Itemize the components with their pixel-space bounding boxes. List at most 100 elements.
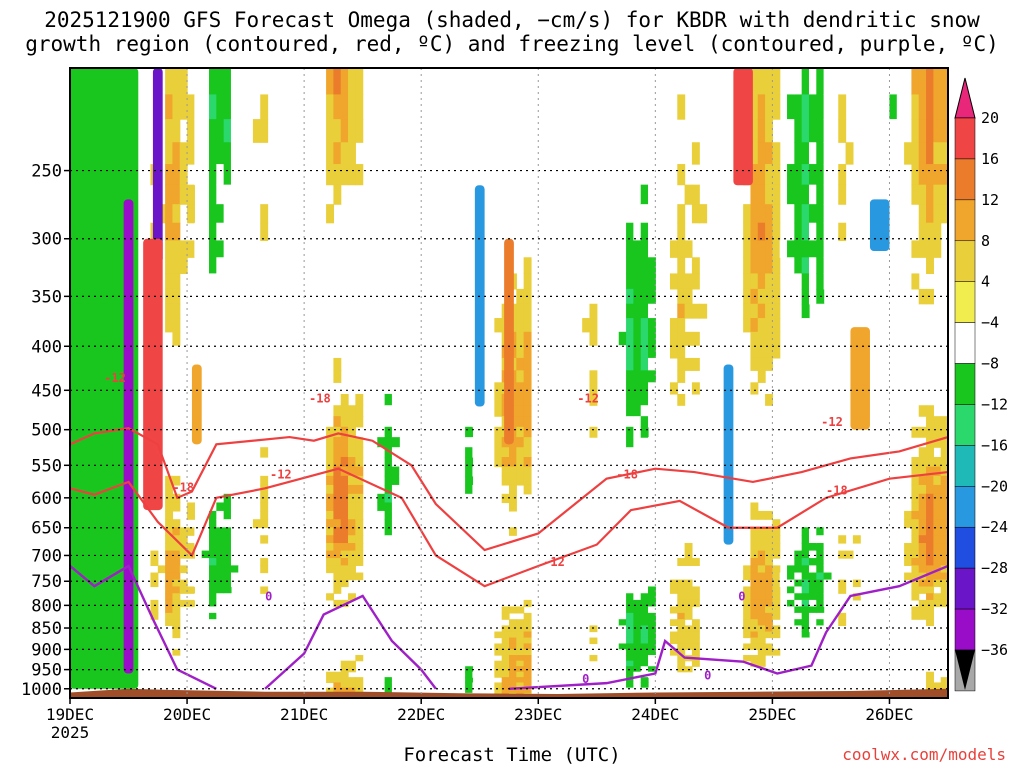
omega-cell bbox=[348, 502, 356, 512]
omega-cell bbox=[648, 184, 656, 205]
omega-cell bbox=[216, 550, 225, 559]
omega-cell bbox=[238, 535, 247, 544]
omega-cell bbox=[501, 671, 510, 678]
omega-cell bbox=[633, 593, 642, 601]
omega-cell bbox=[545, 677, 554, 684]
omega-cell bbox=[457, 456, 466, 468]
omega-cell bbox=[618, 405, 627, 417]
omega-cell bbox=[333, 671, 342, 678]
omega-cell bbox=[238, 565, 247, 574]
omega-cell bbox=[794, 558, 803, 566]
omega-cell bbox=[209, 318, 217, 333]
omega-cell bbox=[750, 619, 759, 627]
omega-cell bbox=[801, 535, 810, 544]
omega-cell bbox=[457, 382, 466, 395]
omega-cell bbox=[216, 572, 225, 581]
omega-cell bbox=[808, 484, 817, 495]
omega-cell bbox=[787, 240, 795, 258]
colorbar-swatch bbox=[954, 117, 976, 160]
omega-cell bbox=[911, 164, 920, 186]
omega-cell bbox=[391, 660, 400, 667]
omega-cell bbox=[355, 493, 364, 504]
omega-cell bbox=[384, 357, 393, 371]
omega-cell bbox=[604, 649, 613, 656]
omega-cell bbox=[808, 606, 817, 614]
omega-cell bbox=[816, 579, 825, 588]
omega-cell bbox=[684, 273, 693, 290]
omega-cell bbox=[823, 184, 832, 205]
omega-cell bbox=[750, 572, 759, 581]
omega-cell bbox=[684, 357, 693, 371]
omega-cell bbox=[443, 660, 452, 667]
colorbar-label: 20 bbox=[981, 109, 999, 127]
omega-cell bbox=[457, 519, 466, 528]
omega-cell bbox=[333, 527, 342, 536]
omega-cell bbox=[648, 240, 656, 258]
omega-cell bbox=[874, 565, 883, 574]
omega-cell bbox=[823, 142, 832, 165]
omega-cell bbox=[640, 382, 649, 395]
omega-cell bbox=[457, 649, 466, 656]
omega-cell bbox=[626, 257, 634, 275]
omega-cell bbox=[165, 94, 174, 120]
omega-cell bbox=[187, 586, 195, 594]
omega-cell bbox=[523, 331, 532, 346]
omega-cell bbox=[801, 543, 810, 552]
omega-cell bbox=[801, 550, 810, 559]
omega-cell bbox=[640, 572, 649, 581]
omega-cell bbox=[626, 682, 634, 689]
omega-cell bbox=[772, 142, 781, 165]
omega-cell bbox=[794, 164, 803, 186]
omega-cell bbox=[918, 586, 927, 594]
omega-cell bbox=[772, 599, 781, 608]
omega-cell bbox=[172, 572, 181, 581]
omega-cell bbox=[209, 543, 217, 552]
omega-cell bbox=[677, 94, 686, 120]
omega-cell bbox=[465, 687, 474, 694]
omega-cell bbox=[787, 68, 795, 96]
omega-cell bbox=[648, 142, 656, 165]
omega-cell bbox=[172, 257, 181, 275]
omega-cell bbox=[187, 142, 195, 165]
omega-cell bbox=[516, 619, 525, 627]
site-credit[interactable]: coolwx.com/models bbox=[842, 745, 1006, 764]
omega-cell bbox=[816, 273, 825, 290]
omega-cell bbox=[545, 687, 554, 694]
omega-cell bbox=[633, 164, 642, 186]
omega-cell bbox=[750, 565, 759, 574]
omega-cell bbox=[340, 671, 349, 678]
omega-cell bbox=[772, 593, 781, 601]
omega-cell bbox=[765, 68, 773, 96]
omega-cell bbox=[509, 655, 517, 662]
plot-frame bbox=[69, 67, 949, 699]
omega-cell bbox=[567, 331, 576, 346]
omega-cell bbox=[465, 345, 474, 359]
omega-cell bbox=[757, 550, 766, 559]
omega-cell bbox=[940, 94, 948, 120]
omega-cell bbox=[765, 579, 773, 588]
dendritic-label: -12 bbox=[270, 468, 292, 482]
omega-cell bbox=[450, 475, 459, 486]
omega-cell bbox=[823, 527, 832, 536]
omega-cell bbox=[765, 625, 773, 633]
omega-cell bbox=[765, 257, 773, 275]
omega-cell bbox=[787, 606, 795, 614]
omega-cell bbox=[252, 519, 261, 528]
omega-cell bbox=[838, 612, 847, 620]
omega-cell bbox=[918, 599, 927, 608]
omega-cell bbox=[757, 303, 766, 319]
omega-cell bbox=[216, 606, 225, 614]
omega-cell bbox=[340, 565, 349, 574]
omega-cell bbox=[889, 94, 898, 120]
freezing-contour bbox=[70, 564, 217, 690]
omega-cell bbox=[911, 593, 920, 601]
omega-cell bbox=[648, 625, 656, 633]
omega-cell bbox=[816, 484, 825, 495]
colorbar-bottom-arrow bbox=[955, 650, 975, 690]
omega-cell bbox=[157, 565, 166, 574]
omega-cell bbox=[516, 643, 525, 650]
omega-cell bbox=[355, 655, 364, 662]
omega-cell bbox=[384, 331, 393, 346]
omega-cell bbox=[457, 416, 466, 428]
colorbar-swatch bbox=[954, 158, 976, 201]
